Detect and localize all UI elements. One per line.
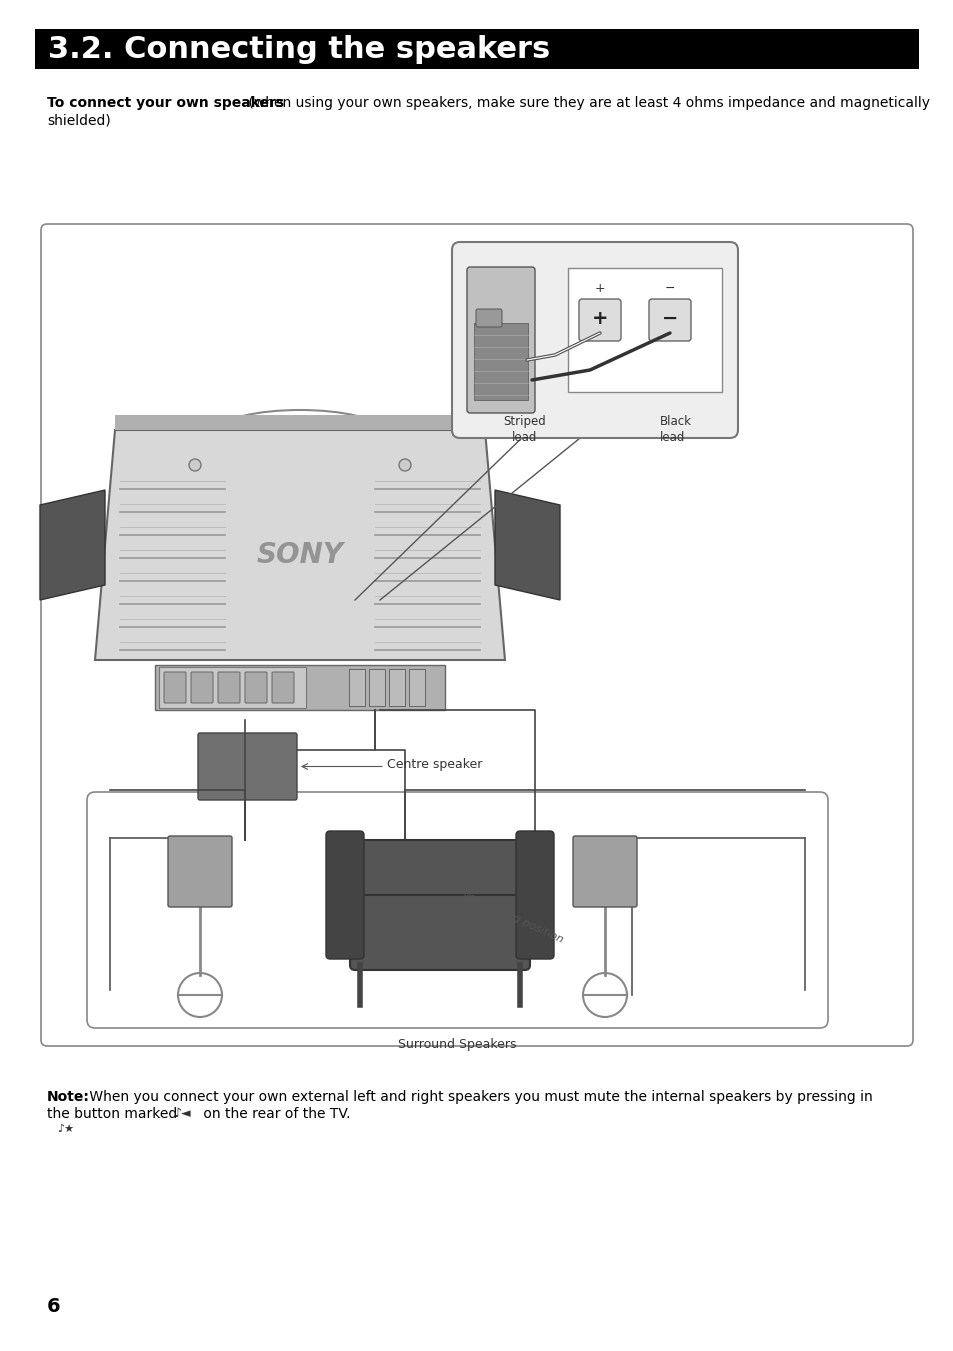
FancyBboxPatch shape (245, 671, 267, 703)
FancyBboxPatch shape (389, 669, 405, 707)
FancyBboxPatch shape (41, 224, 912, 1046)
FancyBboxPatch shape (164, 671, 186, 703)
Circle shape (189, 459, 201, 471)
FancyBboxPatch shape (198, 734, 296, 800)
Text: +: + (591, 308, 608, 327)
FancyBboxPatch shape (349, 669, 365, 707)
Text: Surround Speakers: Surround Speakers (397, 1038, 517, 1051)
FancyBboxPatch shape (578, 299, 620, 340)
Text: 6: 6 (47, 1297, 61, 1316)
FancyBboxPatch shape (326, 831, 364, 959)
Text: ♪◄: ♪◄ (173, 1106, 192, 1120)
FancyBboxPatch shape (567, 267, 721, 392)
Text: shielded): shielded) (47, 113, 111, 127)
FancyBboxPatch shape (191, 671, 213, 703)
Polygon shape (95, 430, 504, 661)
Bar (115, 415, 484, 430)
FancyBboxPatch shape (573, 836, 637, 907)
Text: Striped
lead: Striped lead (503, 415, 546, 444)
Circle shape (398, 459, 411, 471)
Text: Black
lead: Black lead (659, 415, 691, 444)
FancyBboxPatch shape (350, 880, 530, 970)
Text: the button marked: the button marked (47, 1106, 181, 1121)
FancyBboxPatch shape (87, 792, 827, 1028)
FancyBboxPatch shape (467, 267, 535, 413)
Text: −: − (661, 308, 678, 327)
FancyBboxPatch shape (168, 836, 232, 907)
FancyBboxPatch shape (409, 669, 424, 707)
FancyBboxPatch shape (218, 671, 240, 703)
Bar (35, 28, 918, 69)
Text: 3.2. Connecting the speakers: 3.2. Connecting the speakers (48, 35, 550, 63)
Bar (474, 323, 527, 400)
Polygon shape (350, 840, 530, 894)
FancyBboxPatch shape (272, 671, 294, 703)
Text: To connect your own speakers: To connect your own speakers (47, 96, 284, 109)
Text: +: + (594, 282, 604, 295)
Text: (when using your own speakers, make sure they are at least 4 ohms impedance and : (when using your own speakers, make sure… (244, 96, 929, 109)
FancyBboxPatch shape (648, 299, 690, 340)
Text: Note:: Note: (47, 1090, 90, 1104)
Text: Quick Start Guide: Quick Start Guide (47, 43, 157, 53)
FancyBboxPatch shape (452, 242, 738, 438)
Text: ♪★: ♪★ (57, 1124, 74, 1133)
FancyBboxPatch shape (476, 309, 501, 327)
Text: on the rear of the TV.: on the rear of the TV. (199, 1106, 350, 1121)
FancyBboxPatch shape (369, 669, 385, 707)
Polygon shape (495, 490, 559, 600)
Text: SONY: SONY (256, 540, 343, 569)
FancyBboxPatch shape (159, 667, 306, 708)
Polygon shape (40, 490, 105, 600)
Text: When you connect your own external left and right speakers you must mute the int: When you connect your own external left … (85, 1090, 872, 1104)
FancyBboxPatch shape (516, 831, 554, 959)
Text: Centre speaker: Centre speaker (387, 758, 482, 771)
Text: your sitting position: your sitting position (459, 889, 564, 944)
Bar (154, 665, 444, 711)
Text: −: − (664, 282, 675, 295)
